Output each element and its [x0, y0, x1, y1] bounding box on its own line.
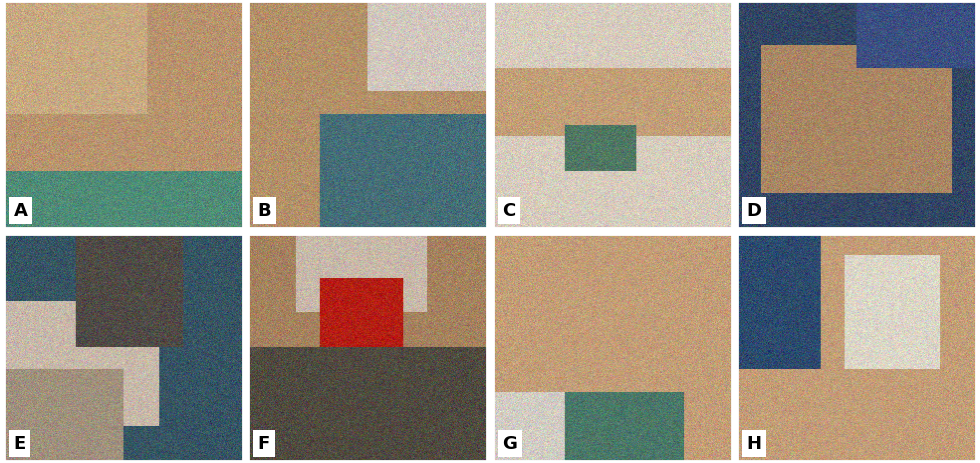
- Text: C: C: [502, 202, 515, 220]
- Text: D: D: [747, 202, 761, 220]
- Text: G: G: [502, 434, 517, 452]
- Text: F: F: [258, 434, 270, 452]
- Text: A: A: [14, 202, 27, 220]
- Text: B: B: [258, 202, 271, 220]
- Text: H: H: [747, 434, 761, 452]
- Text: E: E: [14, 434, 25, 452]
